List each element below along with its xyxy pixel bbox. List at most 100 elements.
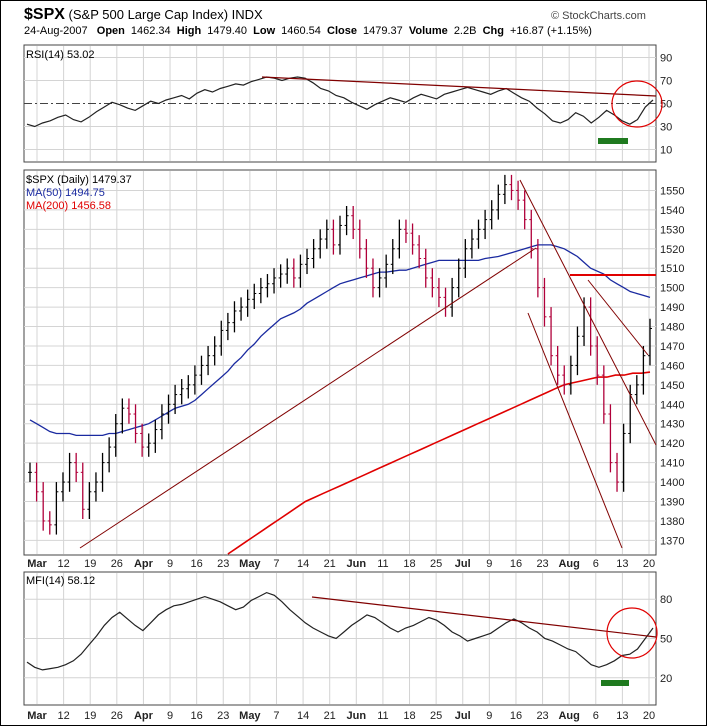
x-tick-label: 9 — [486, 710, 492, 722]
mfi-x-axis: Mar 12 19 26 Apr 9 16 23 May 7 14 21 Jun 11 18 25 Jul 9 16… — [27, 710, 655, 722]
y-tick-label: 1550 — [660, 185, 684, 197]
open-value: 1462.34 — [130, 25, 171, 37]
volume-label: Volume — [408, 25, 448, 37]
x-tick-label: 25 — [430, 710, 442, 722]
ma200-legend: MA(200) 1456.58 — [26, 200, 111, 212]
x-tick-label: 26 — [111, 558, 123, 570]
x-tick-label: May — [239, 558, 261, 570]
price-y-ticks: 1550 1540 1530 1520 1510 1500 1490 1480 1470 1460… — [660, 185, 684, 547]
rsi-trendline — [261, 76, 657, 97]
high-label: High — [176, 25, 202, 37]
y-tick-label: 1530 — [660, 224, 684, 236]
x-tick-label: Jul — [455, 558, 471, 570]
price-panel-border — [23, 169, 657, 556]
x-tick-label: Aug — [558, 558, 579, 570]
stockcharts-brand: © StockCharts.com — [551, 10, 646, 22]
y-tick-label: 1430 — [660, 419, 684, 431]
x-tick-label: 19 — [84, 710, 96, 722]
y-tick-label: 1400 — [660, 477, 684, 489]
low-value: 1460.54 — [281, 25, 321, 37]
x-tick-label: 20 — [643, 710, 655, 722]
y-tick-label: 1510 — [660, 263, 684, 275]
chg-label: Chg — [482, 25, 504, 37]
price-gridlines — [24, 171, 656, 554]
x-tick-label: 7 — [273, 710, 279, 722]
x-tick-label: 14 — [297, 710, 309, 722]
x-tick-label: 6 — [593, 558, 599, 570]
x-tick-label: 26 — [111, 710, 123, 722]
symbol: $SPX — [24, 6, 65, 23]
mfi-gridlines — [24, 573, 656, 704]
x-tick-label: Apr — [134, 558, 154, 570]
ma50-line — [29, 244, 651, 437]
x-tick-label: Mar — [27, 558, 47, 570]
y-tick-label: 1540 — [660, 205, 684, 217]
y-tick-label: 1500 — [660, 283, 684, 295]
x-tick-label: Apr — [134, 710, 154, 722]
y-tick-label: 1420 — [660, 438, 684, 450]
x-tick-label: 12 — [57, 558, 69, 570]
y-tick-label: 1480 — [660, 322, 684, 334]
y-tick-label: 10 — [660, 145, 672, 157]
x-tick-label: 12 — [57, 710, 69, 722]
ma200-line — [227, 371, 651, 555]
x-tick-label: 18 — [403, 558, 415, 570]
price-lines-group — [29, 244, 651, 555]
mfi-annotations — [311, 596, 658, 686]
y-tick-label: 70 — [660, 76, 672, 88]
x-tick-label: 7 — [273, 558, 279, 570]
support-trendline-up — [79, 247, 537, 549]
x-tick-label: 16 — [191, 558, 203, 570]
mfi-line — [26, 591, 654, 671]
x-tick-label: 16 — [510, 710, 522, 722]
rsi-line — [26, 76, 654, 128]
x-tick-label: 23 — [536, 558, 548, 570]
low-label: Low — [253, 25, 276, 37]
price-x-axis: Mar 12 19 26 Apr 9 16 23 May 7 14 21 Jun 11 18 25 Jul 9 16… — [27, 558, 655, 570]
x-tick-label: 13 — [616, 558, 628, 570]
down-channel-upper — [519, 179, 657, 446]
x-tick-label: Jun — [347, 710, 367, 722]
x-tick-label: 20 — [643, 558, 655, 570]
y-tick-label: 1440 — [660, 399, 684, 411]
x-tick-label: 9 — [167, 558, 173, 570]
x-tick-label: 14 — [297, 558, 309, 570]
y-tick-label: 1470 — [660, 341, 684, 353]
open-label: Open — [96, 25, 125, 37]
mfi-highlight-circle — [606, 607, 658, 659]
chart-header-title: $SPX (S&P 500 Large Cap Index) INDX — [24, 6, 263, 24]
x-tick-label: 9 — [167, 710, 173, 722]
x-tick-label: Mar — [27, 710, 47, 722]
volume-value: 2.2B — [453, 25, 477, 37]
x-tick-label: 23 — [536, 710, 548, 722]
price-legend: $SPX (Daily) 1479.37 — [26, 174, 132, 186]
y-tick-label: 1380 — [660, 516, 684, 528]
rsi-annotations — [261, 76, 663, 144]
x-tick-label: 6 — [593, 710, 599, 722]
ma50-legend: MA(50) 1494.75 — [26, 187, 105, 199]
short-trendline — [587, 279, 649, 356]
x-tick-label: 25 — [430, 558, 442, 570]
x-tick-label: 23 — [217, 710, 229, 722]
x-tick-label: 16 — [510, 558, 522, 570]
x-tick-label: Jul — [455, 710, 471, 722]
rsi-gridlines — [24, 46, 656, 161]
y-tick-label: 20 — [660, 673, 672, 685]
mfi-legend: MFI(14) 58.12 — [26, 575, 95, 587]
rsi-y-ticks: 90 70 50 30 10 — [660, 53, 672, 157]
x-tick-label: May — [239, 710, 261, 722]
down-channel-lower — [527, 312, 623, 549]
y-tick-label: 1520 — [660, 244, 684, 256]
y-tick-label: 90 — [660, 53, 672, 65]
price-annotations — [79, 179, 657, 549]
mfi-trendline — [311, 596, 657, 638]
symbol-description: (S&P 500 Large Cap Index) INDX — [68, 7, 263, 22]
rsi-green-marker — [598, 138, 628, 144]
y-tick-label: 30 — [660, 122, 672, 134]
x-tick-label: 13 — [616, 710, 628, 722]
x-tick-label: 21 — [324, 710, 336, 722]
x-tick-label: Aug — [558, 710, 579, 722]
x-tick-label: Jun — [347, 558, 367, 570]
